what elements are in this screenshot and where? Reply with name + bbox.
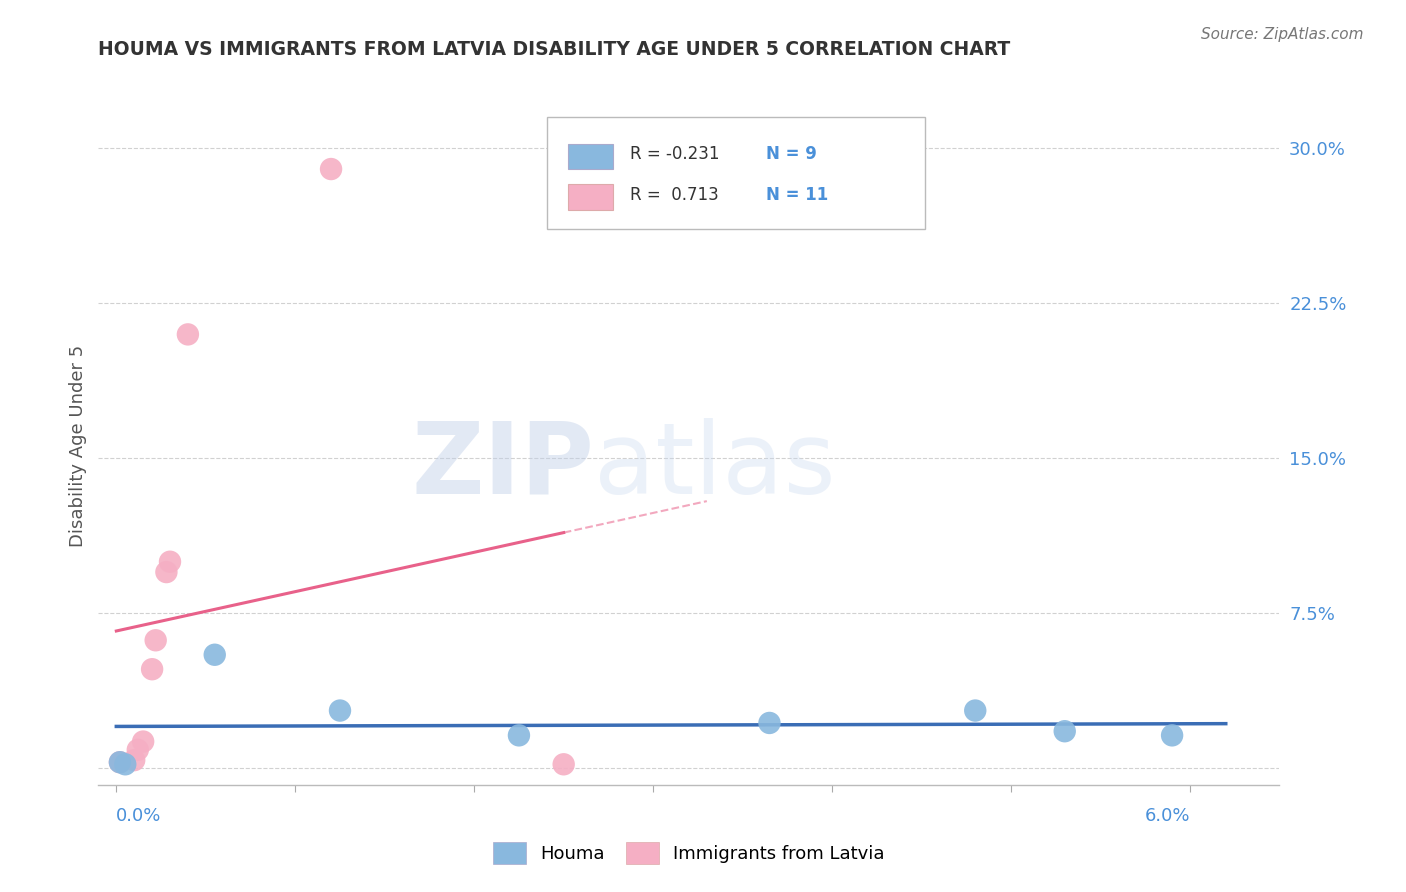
FancyBboxPatch shape bbox=[568, 185, 613, 211]
Point bbox=[508, 728, 530, 742]
FancyBboxPatch shape bbox=[547, 117, 925, 229]
Text: R =  0.713: R = 0.713 bbox=[630, 186, 718, 204]
Point bbox=[319, 162, 342, 177]
Point bbox=[114, 757, 136, 772]
Point bbox=[758, 715, 780, 730]
Point bbox=[141, 662, 163, 676]
Text: 0.0%: 0.0% bbox=[117, 807, 162, 825]
Point bbox=[204, 648, 226, 662]
Text: N = 9: N = 9 bbox=[766, 145, 817, 163]
Point bbox=[155, 565, 177, 579]
Text: 6.0%: 6.0% bbox=[1144, 807, 1189, 825]
Point bbox=[1161, 728, 1184, 742]
Text: atlas: atlas bbox=[595, 417, 837, 515]
Point bbox=[1053, 724, 1076, 739]
Point bbox=[145, 633, 167, 648]
Text: N = 11: N = 11 bbox=[766, 186, 828, 204]
Point bbox=[108, 756, 131, 770]
Text: R = -0.231: R = -0.231 bbox=[630, 145, 720, 163]
Text: Source: ZipAtlas.com: Source: ZipAtlas.com bbox=[1201, 27, 1364, 42]
Text: HOUMA VS IMMIGRANTS FROM LATVIA DISABILITY AGE UNDER 5 CORRELATION CHART: HOUMA VS IMMIGRANTS FROM LATVIA DISABILI… bbox=[98, 40, 1011, 59]
Point bbox=[127, 743, 149, 757]
Y-axis label: Disability Age Under 5: Disability Age Under 5 bbox=[69, 345, 87, 547]
Legend: Houma, Immigrants from Latvia: Houma, Immigrants from Latvia bbox=[486, 834, 891, 871]
Point bbox=[553, 757, 575, 772]
Point bbox=[132, 734, 155, 748]
FancyBboxPatch shape bbox=[568, 144, 613, 169]
Point bbox=[108, 756, 131, 770]
Text: ZIP: ZIP bbox=[412, 417, 595, 515]
Point bbox=[965, 704, 987, 718]
Point bbox=[329, 704, 352, 718]
Point bbox=[159, 555, 181, 569]
Point bbox=[177, 327, 200, 342]
Point bbox=[122, 753, 145, 767]
